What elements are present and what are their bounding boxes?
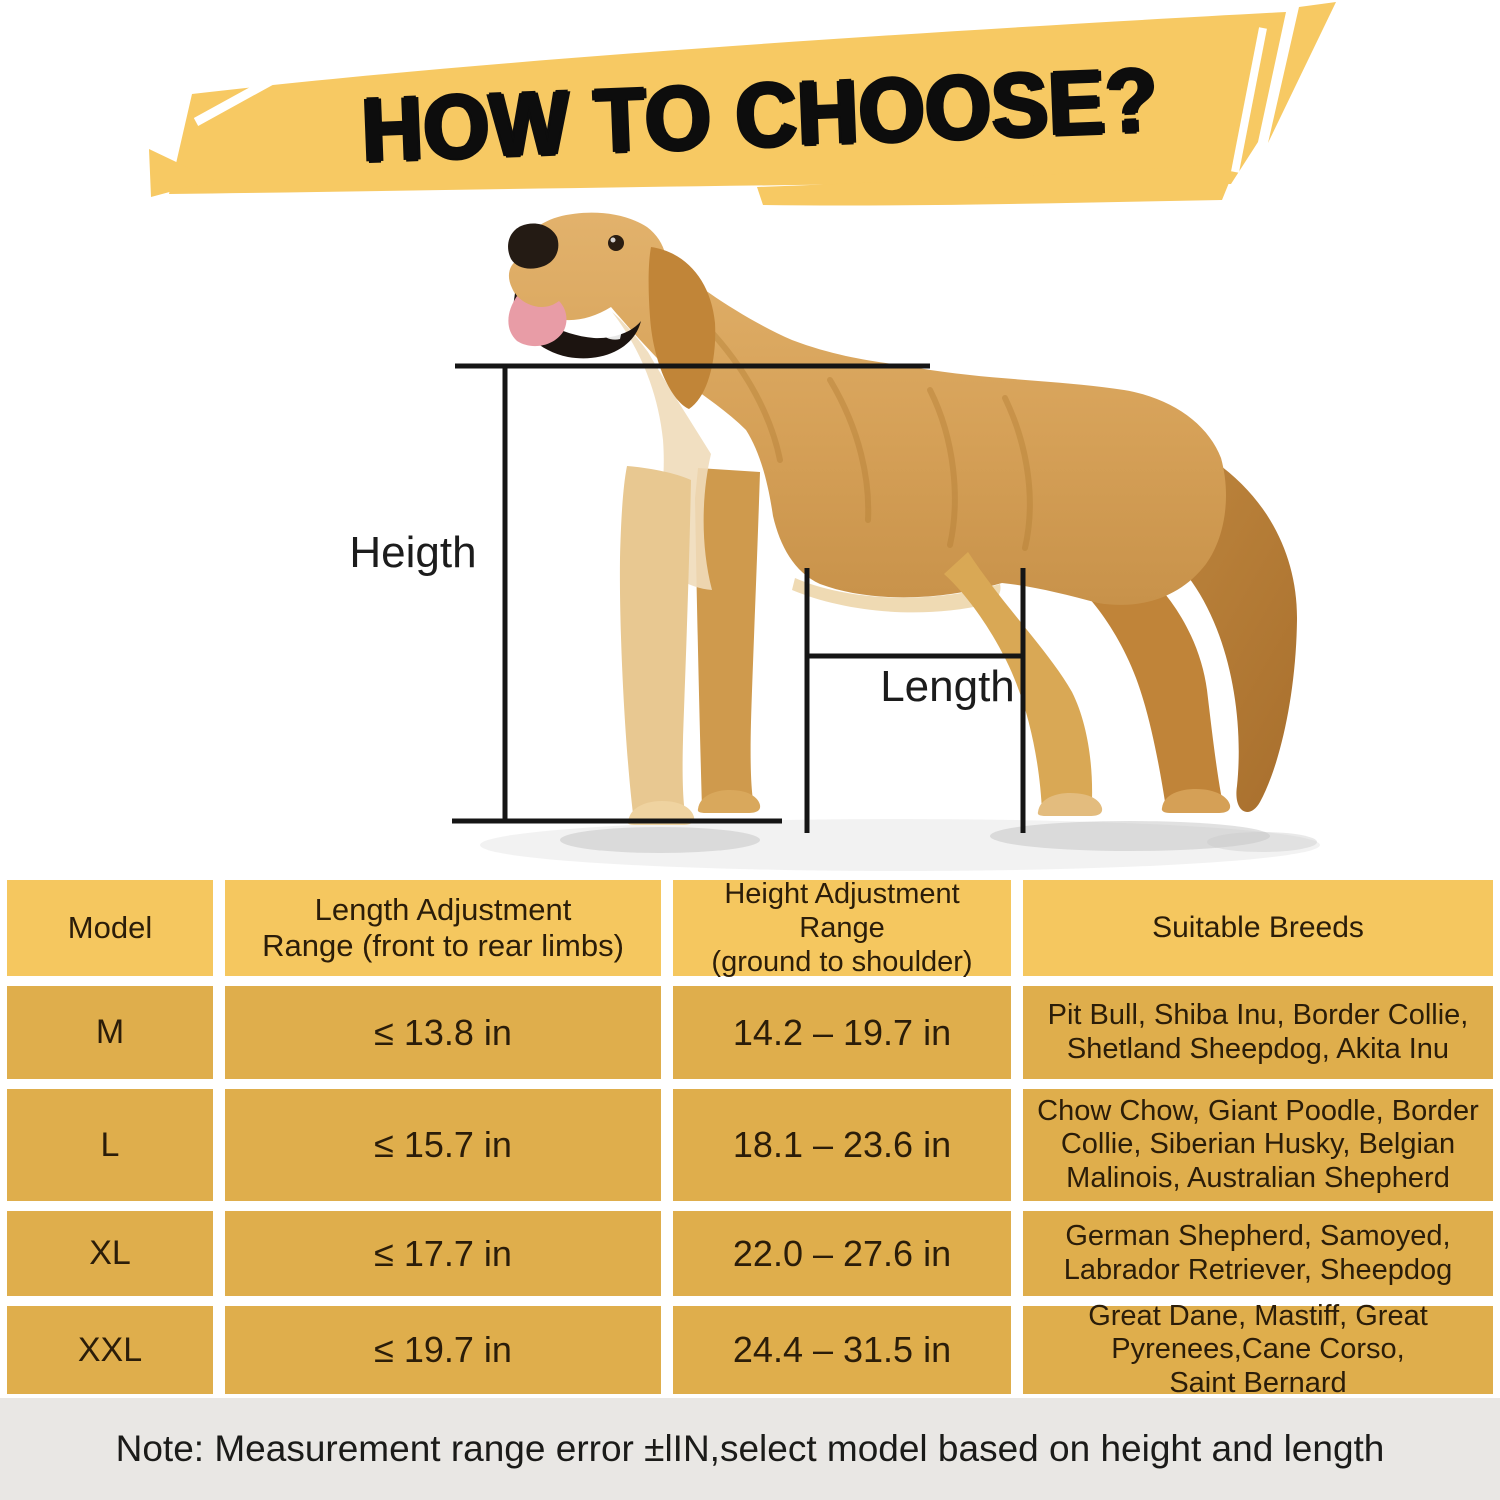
dog-illustration <box>452 212 1320 871</box>
row-xxl-length: ≤ 19.7 in <box>225 1306 661 1394</box>
header-length-range: Length Adjustment Range (front to rear l… <box>225 880 661 976</box>
header-breeds: Suitable Breeds <box>1023 880 1493 976</box>
dog-rear-paw-near <box>1037 793 1103 816</box>
row-m-breeds: Pit Bull, Shiba Inu, Border Collie, Shet… <box>1023 986 1493 1079</box>
note-text: Note: Measurement range error ±lIN,selec… <box>115 1428 1385 1469</box>
row-xl-height: 22.0 – 27.6 in <box>673 1211 1011 1296</box>
row-xl-breeds: German Shepherd, Samoyed, Labrador Retri… <box>1023 1211 1493 1296</box>
dog-tail <box>1075 430 1298 812</box>
size-table: Model Length Adjustment Range (front to … <box>7 878 1493 1399</box>
row-xl-model: XL <box>7 1211 213 1296</box>
title-banner <box>149 2 1336 206</box>
measurement-lines <box>452 363 1026 833</box>
dog-tongue <box>508 296 567 347</box>
row-m-length: ≤ 13.8 in <box>225 986 661 1079</box>
floor-reflection <box>480 819 1320 871</box>
dog-eye <box>608 235 624 251</box>
header-model: Model <box>7 880 213 976</box>
note-bar: Note: Measurement range error ±lIN,selec… <box>0 1398 1500 1500</box>
row-xxl-model: XXL <box>7 1306 213 1394</box>
row-xxl-height: 24.4 – 31.5 in <box>673 1306 1011 1394</box>
dog-teeth <box>600 330 622 340</box>
header-height-range: Height Adjustment Range (ground to shoul… <box>673 878 1011 978</box>
dog-rear-paw-far <box>1161 789 1231 813</box>
dog-belly-fur <box>792 578 1001 613</box>
row-l-breeds: Chow Chow, Giant Poodle, Border Collie, … <box>1023 1089 1493 1201</box>
dog-eye-highlight <box>610 237 616 243</box>
length-measure-label: Length <box>880 662 1015 711</box>
row-xxl-breeds: Great Dane, Mastiff, Great Pyrenees,Cane… <box>1023 1300 1493 1399</box>
row-xl-length: ≤ 17.7 in <box>225 1211 661 1296</box>
dog-front-leg-near <box>619 466 691 824</box>
row-l-length: ≤ 15.7 in <box>225 1089 661 1201</box>
dog-rear-leg-near <box>944 552 1093 814</box>
dog-front-paw-far <box>697 790 761 813</box>
height-measure-label: Heigth <box>349 528 477 577</box>
dog-nose <box>508 223 559 269</box>
row-l-height: 18.1 – 23.6 in <box>673 1089 1011 1201</box>
dog-front-leg-far <box>695 468 760 811</box>
dog-body <box>508 212 1226 605</box>
row-l-model: L <box>7 1089 213 1201</box>
dog-rear-leg-far <box>1068 540 1222 810</box>
row-m-model: M <box>7 986 213 1079</box>
row-m-height: 14.2 – 19.7 in <box>673 986 1011 1079</box>
